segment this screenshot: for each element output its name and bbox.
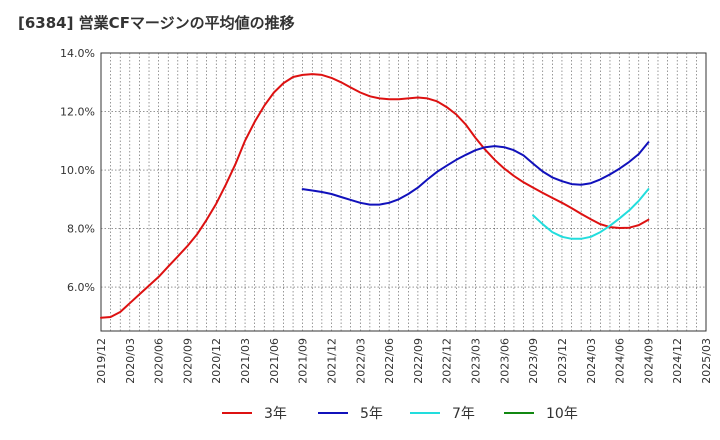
x-tick-label: 2020/03 [124,338,137,384]
x-tick-label: 2021/03 [239,338,252,384]
y-tick-label: 8.0% [67,223,95,236]
x-tick-label: 2019/12 [95,338,108,384]
legend-label-2: 5年 [360,406,383,422]
x-tick-label: 2021/12 [325,338,338,384]
x-tick-label: 2022/06 [383,338,396,384]
x-tick-label: 2021/09 [297,338,310,384]
legend-label-1: 3年 [264,406,287,422]
x-tick-label: 2023/09 [527,338,540,384]
x-tick-label: 2024/06 [614,338,627,384]
x-tick-label: 2022/12 [441,338,454,384]
plot-area [100,52,707,332]
x-tick-label: 2020/12 [210,338,223,384]
series-line-1 [100,73,650,319]
x-tick-label: 2022/09 [412,338,425,384]
x-tick-label: 2022/03 [354,338,367,384]
x-tick-label: 2024/09 [642,338,655,384]
x-tick-label: 2020/06 [153,338,166,384]
x-tick-label: 2024/12 [671,338,684,384]
x-tick-label: 2023/06 [498,338,511,384]
series-line-3 [532,188,650,240]
x-tick-label: 2023/03 [470,338,483,384]
chart-title: [6384] 営業CFマージンの平均値の推移 [18,14,295,32]
y-tick-label: 6.0% [67,281,95,294]
legend-label-4: 10年 [546,406,578,422]
y-tick-label: 12.0% [60,106,95,119]
x-tick-label: 2021/06 [268,338,281,384]
x-tick-label: 2023/12 [556,338,569,384]
y-tick-label: 10.0% [60,164,95,177]
series-line-2 [301,141,650,206]
x-tick-label: 2025/03 [700,338,713,384]
y-tick-label: 14.0% [60,47,95,60]
x-tick-label: 2024/03 [585,338,598,384]
legend-label-3: 7年 [452,406,475,422]
x-tick-label: 2020/09 [181,338,194,384]
